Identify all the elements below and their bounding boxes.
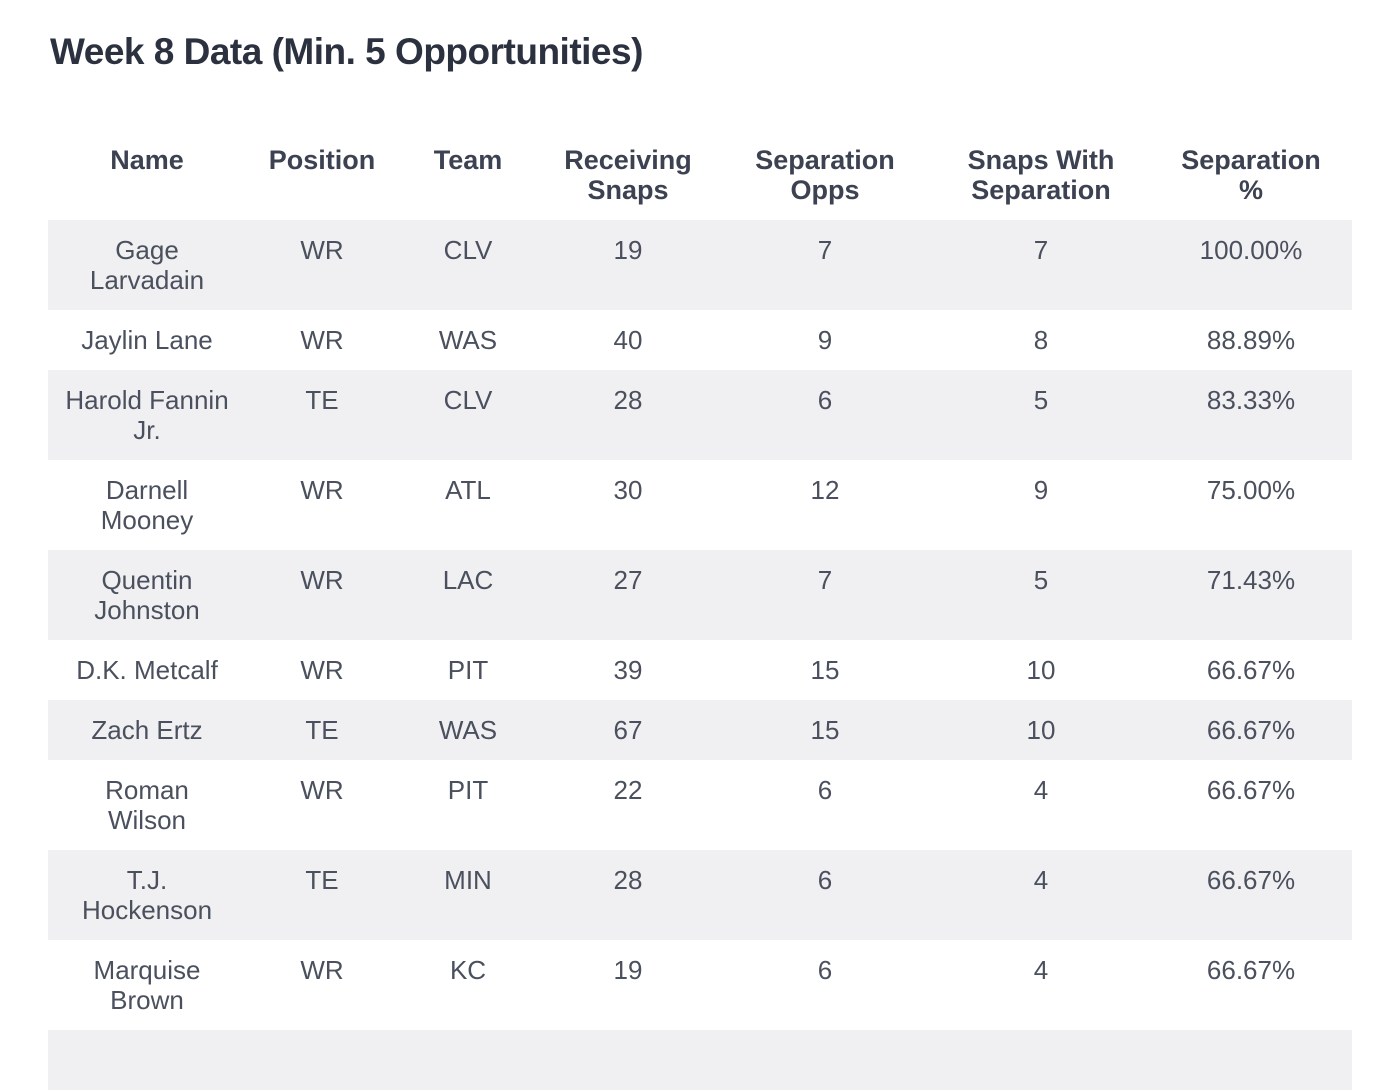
cell-position: WR: [300, 475, 344, 505]
cell-snaps-with-separation: 10: [1026, 655, 1056, 685]
table-row: Gage Larvadain WR CLV 19 7 7 100.00%: [48, 220, 1352, 310]
table-header: Name Position Team Receiving Snaps Separ…: [48, 130, 1352, 220]
cell-separation-opps: 6: [817, 385, 833, 415]
cell-receiving-snaps: 30: [613, 475, 643, 505]
cell-snaps-with-separation: 7: [1033, 235, 1049, 265]
column-header-separation-pct: Separation %: [1181, 145, 1321, 205]
page-title: Week 8 Data (Min. 5 Opportunities): [50, 31, 643, 72]
cell-position: TE: [305, 385, 339, 415]
cell-name: Quentin Johnston: [94, 565, 200, 625]
cell-receiving-snaps: 19: [613, 235, 643, 265]
cell-separation-opps: 15: [810, 715, 840, 745]
cell-separation-opps: 6: [817, 865, 833, 895]
table-row: Roman Wilson WR PIT 22 6 4 66.67%: [48, 760, 1352, 850]
cell-team: PIT: [447, 655, 489, 685]
cell-position: WR: [300, 775, 344, 805]
cell-team: WAS: [438, 715, 498, 745]
cell-separation-pct: 75.00%: [1206, 475, 1296, 505]
cell-snaps-with-separation: 5: [1033, 565, 1049, 595]
cell-position: WR: [300, 565, 344, 595]
header-row: Name Position Team Receiving Snaps Separ…: [48, 130, 1352, 220]
table-row: Harold Fannin Jr. TE CLV 28 6 5 83.33%: [48, 370, 1352, 460]
table-body-overflow: [48, 1030, 1352, 1090]
cell-team: CLV: [443, 385, 493, 415]
cell-team: PIT: [447, 775, 489, 805]
cell-snaps-with-separation: 4: [1033, 865, 1049, 895]
table-row: T.J. Hockenson TE MIN 28 6 4 66.67%: [48, 850, 1352, 940]
cell-position: TE: [305, 865, 339, 895]
table-body: Gage Larvadain WR CLV 19 7 7 100.00% Jaylin Lan…: [48, 220, 1352, 1030]
cell-snaps-with-separation: 9: [1033, 475, 1049, 505]
cell-name: Darnell Mooney: [100, 475, 194, 535]
cell-receiving-snaps: 28: [613, 385, 643, 415]
cell-separation-opps: 12: [810, 475, 840, 505]
cell-name: Marquise Brown: [93, 955, 201, 1015]
cell-name: Roman Wilson: [105, 775, 189, 835]
cell-snaps-with-separation: 10: [1026, 715, 1056, 745]
cell-position: WR: [300, 955, 344, 985]
cell-receiving-snaps: 19: [613, 955, 643, 985]
cell-partial: [48, 1030, 1352, 1090]
column-header-separation-opps: Separation Opps: [755, 145, 895, 205]
cell-team: WAS: [438, 325, 498, 355]
cell-separation-pct: 66.67%: [1206, 775, 1296, 805]
cell-separation-pct: 66.67%: [1206, 715, 1296, 745]
data-table: Name Position Team Receiving Snaps Separ…: [48, 130, 1352, 1090]
cell-name: Harold Fannin Jr.: [65, 385, 229, 445]
cell-receiving-snaps: 28: [613, 865, 643, 895]
column-header-name: Name: [110, 145, 184, 175]
cell-name: Zach Ertz: [91, 715, 203, 745]
cell-position: WR: [300, 325, 344, 355]
cell-separation-pct: 66.67%: [1206, 865, 1296, 895]
column-header-position: Position: [268, 145, 376, 175]
column-header-snaps-with-separation: Snaps With Separation: [967, 145, 1115, 205]
table-row: Quentin Johnston WR LAC 27 7 5 71.43%: [48, 550, 1352, 640]
cell-separation-opps: 7: [817, 565, 833, 595]
cell-separation-pct: 71.43%: [1206, 565, 1296, 595]
cell-position: WR: [300, 235, 344, 265]
cell-snaps-with-separation: 4: [1033, 955, 1049, 985]
cell-receiving-snaps: 27: [613, 565, 643, 595]
cell-team: KC: [449, 955, 487, 985]
table-row: Jaylin Lane WR WAS 40 9 8 88.89%: [48, 310, 1352, 370]
cell-team: MIN: [444, 865, 492, 895]
cell-separation-pct: 83.33%: [1206, 385, 1296, 415]
cell-separation-opps: 6: [817, 775, 833, 805]
table-row-partial: [48, 1030, 1352, 1090]
cell-name: D.K. Metcalf: [76, 655, 218, 685]
cell-snaps-with-separation: 8: [1033, 325, 1049, 355]
cell-separation-opps: 15: [810, 655, 840, 685]
cell-position: WR: [300, 655, 344, 685]
cell-separation-pct: 66.67%: [1206, 655, 1296, 685]
table-row: Marquise Brown WR KC 19 6 4 66.67%: [48, 940, 1352, 1030]
cell-snaps-with-separation: 5: [1033, 385, 1049, 415]
table-row: D.K. Metcalf WR PIT 39 15 10 66.67%: [48, 640, 1352, 700]
column-header-team: Team: [433, 145, 503, 175]
cell-name: Jaylin Lane: [81, 325, 213, 355]
table-row: Zach Ertz TE WAS 67 15 10 66.67%: [48, 700, 1352, 760]
cell-separation-pct: 88.89%: [1206, 325, 1296, 355]
cell-receiving-snaps: 40: [613, 325, 643, 355]
cell-snaps-with-separation: 4: [1033, 775, 1049, 805]
cell-team: CLV: [443, 235, 493, 265]
cell-team: LAC: [442, 565, 494, 595]
cell-position: TE: [305, 715, 339, 745]
cell-separation-opps: 6: [817, 955, 833, 985]
cell-separation-pct: 66.67%: [1206, 955, 1296, 985]
cell-separation-pct: 100.00%: [1199, 235, 1303, 265]
cell-receiving-snaps: 39: [613, 655, 643, 685]
cell-receiving-snaps: 22: [613, 775, 643, 805]
table-row: Darnell Mooney WR ATL 30 12 9 75.00%: [48, 460, 1352, 550]
cell-receiving-snaps: 67: [613, 715, 643, 745]
column-header-receiving-snaps: Receiving Snaps: [564, 145, 692, 205]
cell-separation-opps: 7: [817, 235, 833, 265]
cell-separation-opps: 9: [817, 325, 833, 355]
cell-name: T.J. Hockenson: [81, 865, 213, 925]
cell-name: Gage Larvadain: [89, 235, 205, 295]
cell-team: ATL: [445, 475, 491, 505]
